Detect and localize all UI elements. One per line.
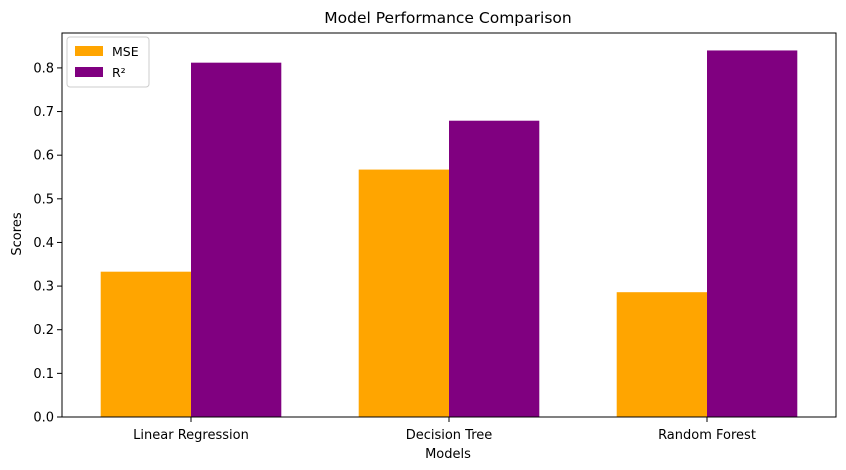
bar-mse-2 (616, 292, 707, 417)
plot-area: 0.0 0.1 0.2 0.3 0.4 0.5 0.6 0.7 0.8 Linear Regres… (33, 32, 837, 443)
legend-label-mse: MSE (112, 44, 139, 59)
x-axis-title: Models (425, 447, 471, 462)
legend: MSE R² (66, 36, 150, 88)
legend-swatch-r (75, 67, 103, 77)
legend-swatch-mse (75, 46, 103, 56)
y-tick-label-1: 0.1 (33, 367, 54, 382)
bar-mse-0 (100, 271, 191, 417)
y-tick-label-8: 0.8 (33, 61, 54, 76)
y-tick-label-5: 0.5 (33, 192, 54, 207)
bar-r-0 (191, 62, 282, 417)
y-tick-label-2: 0.2 (33, 323, 54, 338)
bar-r-2 (707, 50, 798, 418)
y-tick-label-0: 0.0 (33, 411, 54, 426)
y-tick-label-6: 0.6 (33, 149, 54, 164)
chart-title: Model Performance Comparison (324, 9, 571, 27)
legend-label-r: R² (112, 65, 126, 80)
x-tick-label-0: Linear Regression (133, 428, 249, 443)
y-tick-label-3: 0.3 (33, 280, 54, 295)
y-tick-label-7: 0.7 (33, 105, 54, 120)
y-tick-label-4: 0.4 (33, 236, 54, 251)
x-tick-label-2: Random Forest (658, 428, 756, 443)
bar-r-1 (449, 120, 540, 417)
y-axis-title: Scores (10, 212, 25, 255)
x-tick-label-1: Decision Tree (406, 428, 493, 443)
bar-mse-1 (358, 169, 449, 417)
